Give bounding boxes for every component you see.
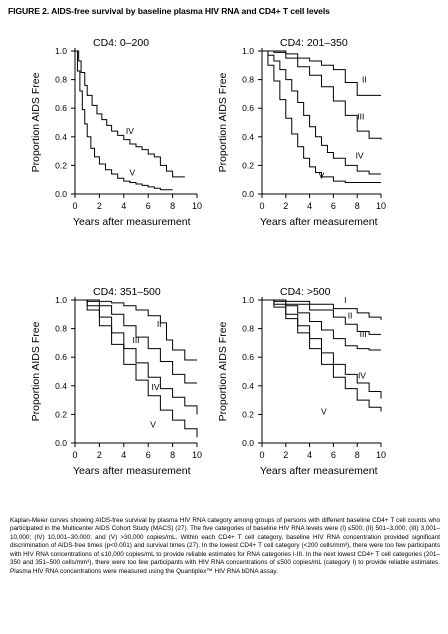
panel-2-x-tick-label: 4 — [307, 201, 312, 211]
panel-4-x-tick-label: 6 — [331, 450, 336, 460]
panel-3-y-tick-label: 0.0 — [55, 438, 67, 448]
panel-4-series-label-v: V — [321, 406, 327, 416]
panel-1-y-tick-label: 1.0 — [55, 46, 67, 56]
panel-2-x-tick-label: 2 — [283, 201, 288, 211]
panel-1-y-tick-label: 0.6 — [55, 103, 67, 113]
panel-3-title: CD4: 351–500 — [93, 286, 161, 298]
panel-3-y-axis-label: Proportion AIDS Free — [30, 321, 42, 421]
panel-4-series-label-iii: III — [360, 329, 367, 339]
panel-1-y-tick-label: 0.4 — [55, 132, 67, 142]
panel-4-title: CD4: >500 — [280, 286, 331, 298]
panel-4-series-label-i: I — [344, 295, 346, 305]
panel-3-series-label-iv: IV — [152, 382, 160, 392]
panel-1-x-tick-label: 10 — [192, 201, 202, 211]
panel-3-x-tick-label: 10 — [192, 450, 202, 460]
panel-2-x-tick-label: 6 — [331, 201, 336, 211]
panel-2-series-iv — [262, 50, 381, 175]
panel-3-series-iii — [75, 299, 197, 384]
panel-2-x-tick-label: 10 — [376, 201, 386, 211]
panel-2-y-tick-label: 0.4 — [242, 132, 254, 142]
panel-3-x-tick-label: 2 — [97, 450, 102, 460]
panel-3-y-tick-label: 0.4 — [55, 381, 67, 391]
panel-1-x-tick-label: 6 — [146, 201, 151, 211]
panel-1-series-v — [75, 50, 173, 191]
panel-3-x-tick-label: 0 — [72, 450, 77, 460]
panel-2-x-tick-label: 8 — [355, 201, 360, 211]
panel-4-series-v — [262, 299, 382, 412]
panel-1-x-tick-label: 8 — [170, 201, 175, 211]
panel-4-y-tick-label: 0.6 — [242, 352, 254, 362]
panel-1-series-label-iv: IV — [126, 126, 134, 136]
figure-caption: Kaplan-Meier curves showing AIDS-free su… — [10, 517, 440, 575]
panel-1-title: CD4: 0–200 — [93, 37, 149, 49]
panel-2-y-tick-label: 0.6 — [242, 103, 254, 113]
panel-1-y-tick-label: 0.0 — [55, 189, 67, 199]
panel-2-title: CD4: 201–350 — [280, 37, 348, 49]
panel-3-series-label-ii: II — [157, 319, 162, 329]
panel-2-x-axis-label: Years after measurement — [260, 216, 378, 228]
panel-3-y-tick-label: 0.8 — [55, 324, 67, 334]
panel-3-x-tick-label: 4 — [121, 450, 126, 460]
panel-1-y-tick-label: 0.8 — [55, 75, 67, 85]
panel-4-x-tick-label: 2 — [283, 450, 288, 460]
panel-4-series-label-ii: II — [348, 311, 353, 321]
panel-1-x-tick-label: 4 — [121, 201, 126, 211]
panel-2-y-axis-label: Proportion AIDS Free — [217, 72, 229, 172]
panel-2-series-iii — [262, 50, 382, 140]
panel-4-y-tick-label: 0.0 — [242, 438, 254, 448]
panel-2-series-label-ii: II — [362, 74, 367, 84]
panel-3-y-tick-label: 1.0 — [55, 295, 67, 305]
panel-4-y-tick-label: 1.0 — [242, 295, 254, 305]
panel-2-series-label-iv: IV — [356, 150, 364, 160]
panel-4-series-ii — [262, 299, 381, 335]
panel-3-x-tick-label: 8 — [170, 450, 175, 460]
panel-4-y-tick-label: 0.4 — [242, 381, 254, 391]
panel-3-series-v — [75, 299, 198, 438]
panel-4-x-tick-label: 10 — [376, 450, 386, 460]
figure-title: FIGURE 2. AIDS-free survival by baseline… — [8, 6, 330, 16]
panel-3-x-axis-label: Years after measurement — [73, 465, 191, 477]
panel-4-x-axis-label: Years after measurement — [260, 465, 378, 477]
panel-4-y-tick-label: 0.8 — [242, 324, 254, 334]
panel-2-y-tick-label: 0.8 — [242, 75, 254, 85]
panel-2-y-tick-label: 0.0 — [242, 189, 254, 199]
panel-1-x-tick-label: 2 — [97, 201, 102, 211]
panel-4-series-iii — [262, 299, 381, 351]
panel-2-series-label-iii: III — [357, 112, 364, 122]
panel-4-y-tick-label: 0.2 — [242, 409, 254, 419]
panel-3-x-tick-label: 6 — [146, 450, 151, 460]
panel-3-y-tick-label: 0.6 — [55, 352, 67, 362]
panel-3-y-tick-label: 0.2 — [55, 409, 67, 419]
panel-2-y-tick-label: 0.2 — [242, 160, 254, 170]
panel-1-x-tick-label: 0 — [72, 201, 77, 211]
panel-2-series-v — [262, 50, 381, 184]
panel-2-x-tick-label: 0 — [259, 201, 264, 211]
panel-4-x-tick-label: 0 — [259, 450, 264, 460]
panel-4-x-tick-label: 4 — [307, 450, 312, 460]
panel-4-series-label-iv: IV — [358, 371, 366, 381]
panel-2-series-label-v: V — [319, 170, 325, 180]
panel-2-series-ii — [262, 50, 381, 96]
panel-3-series-iv — [75, 299, 198, 415]
panel-1-y-axis-label: Proportion AIDS Free — [30, 72, 42, 172]
panel-4-y-axis-label: Proportion AIDS Free — [217, 321, 229, 421]
panel-2-y-tick-label: 1.0 — [242, 46, 254, 56]
panel-4-x-tick-label: 8 — [355, 450, 360, 460]
panel-1-series-iv — [75, 50, 185, 178]
panel-3-series-ii — [75, 299, 197, 361]
panel-1-y-tick-label: 0.2 — [55, 160, 67, 170]
panel-1-x-axis-label: Years after measurement — [73, 216, 191, 228]
panel-3-series-label-v: V — [150, 419, 156, 429]
panel-1-series-label-v: V — [130, 167, 136, 177]
panel-3-series-label-iii: III — [132, 335, 139, 345]
